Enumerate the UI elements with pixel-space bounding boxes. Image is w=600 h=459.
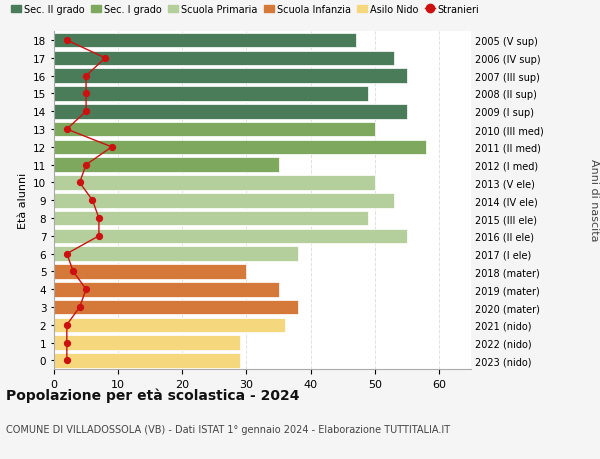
Point: [62, 37, 71, 45]
Point: [62, 126, 71, 134]
Point: [62, 251, 71, 258]
Bar: [54, 34, 356, 48]
Point: [107, 144, 116, 151]
Legend: Sec. II grado, Sec. I grado, Scuola Primaria, Scuola Infanzia, Asilo Nido, Stran: Sec. II grado, Sec. I grado, Scuola Prim…: [11, 5, 479, 15]
Text: Anni di nascita: Anni di nascita: [589, 158, 599, 241]
Point: [68, 268, 78, 275]
Point: [62, 321, 71, 329]
Bar: [54, 318, 285, 332]
Point: [81, 73, 91, 80]
Point: [81, 162, 91, 169]
Bar: [54, 336, 240, 350]
Bar: [54, 87, 368, 101]
Point: [81, 90, 91, 98]
Bar: [54, 353, 240, 368]
Bar: [54, 264, 247, 279]
Bar: [54, 51, 394, 66]
Bar: [54, 158, 278, 173]
Text: COMUNE DI VILLADOSSOLA (VB) - Dati ISTAT 1° gennaio 2024 - Elaborazione TUTTITAL: COMUNE DI VILLADOSSOLA (VB) - Dati ISTAT…: [6, 425, 450, 435]
Bar: [54, 123, 375, 137]
Bar: [54, 211, 368, 226]
Bar: [54, 229, 407, 244]
Point: [75, 304, 85, 311]
Bar: [54, 282, 278, 297]
Point: [62, 339, 71, 347]
Bar: [54, 140, 426, 155]
Bar: [54, 176, 375, 190]
Point: [94, 215, 104, 222]
Bar: [54, 105, 407, 119]
Text: Popolazione per età scolastica - 2024: Popolazione per età scolastica - 2024: [6, 388, 299, 403]
Bar: [54, 247, 298, 261]
Point: [75, 179, 85, 187]
Point: [62, 357, 71, 364]
Point: [94, 233, 104, 240]
Bar: [54, 300, 298, 314]
Bar: [54, 69, 407, 84]
Point: [81, 286, 91, 293]
Bar: [54, 194, 394, 208]
Point: [101, 55, 110, 62]
Y-axis label: Età alunni: Età alunni: [17, 173, 28, 229]
Point: [81, 108, 91, 116]
Point: [88, 197, 97, 205]
